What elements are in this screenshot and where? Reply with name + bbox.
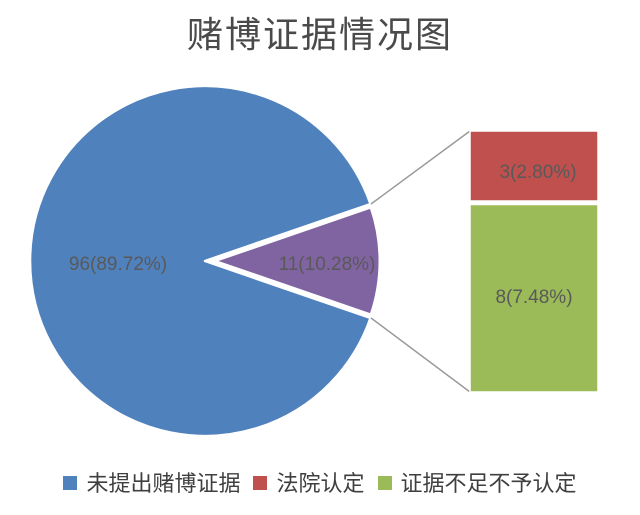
legend-swatch-blue-icon (63, 476, 78, 490)
data-label-court-determined: 3(2.80%) (499, 162, 576, 183)
legend-item-insufficient-evidence: 证据不足不予认定 (377, 466, 577, 498)
connector-line-bottom (370, 317, 471, 393)
chart-legend: 未提出赌博证据 法院认定 证据不足不予认定 (0, 466, 640, 498)
legend-swatch-red-icon (253, 476, 268, 490)
chart-title: 赌博证据情况图 (186, 15, 453, 55)
legend-swatch-green-icon (377, 476, 392, 490)
pie-slice-no-evidence (28, 84, 372, 438)
legend-label-insufficient-evidence: 证据不足不予认定 (400, 471, 577, 496)
bar-segment-court-determined (469, 130, 599, 202)
pie-slice-other-breakout (212, 205, 382, 317)
legend-label-no-evidence: 未提出赌博证据 (86, 471, 241, 496)
data-label-other-breakout: 11(10.28%) (279, 254, 376, 275)
data-label-insufficient-evidence: 8(7.48%) (495, 287, 572, 308)
legend-item-no-evidence: 未提出赌博证据 (63, 466, 240, 498)
data-label-no-evidence: 96(89.72%) (69, 254, 167, 275)
bar-segment-insufficient-evidence (469, 203, 599, 393)
legend-label-court-determined: 法院认定 (276, 471, 365, 496)
connector-line-top (370, 130, 471, 205)
legend-item-court-determined: 法院认定 (253, 466, 365, 498)
